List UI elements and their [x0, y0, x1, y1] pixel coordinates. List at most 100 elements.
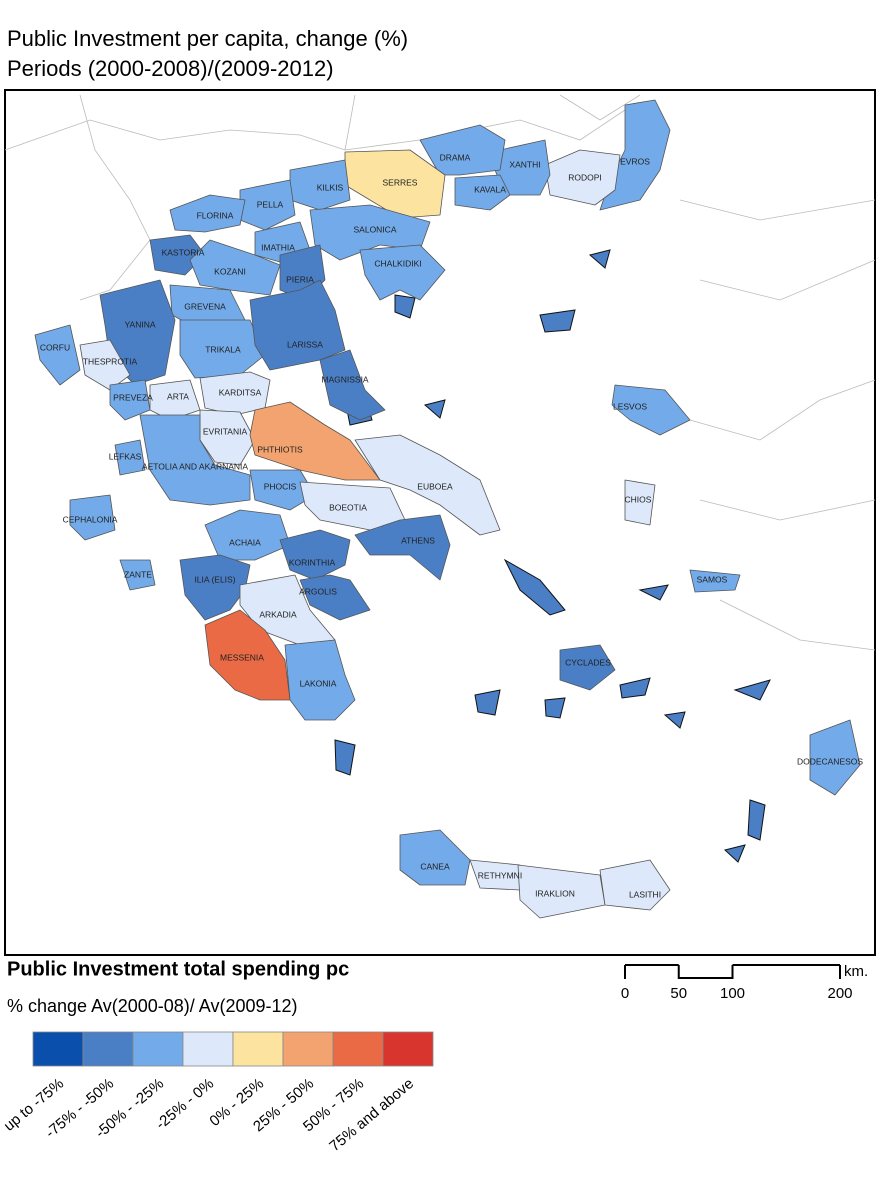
region: [599, 99, 671, 211]
region: [69, 494, 116, 541]
region: [139, 414, 251, 506]
region-label: FLORINA: [197, 210, 234, 220]
region: [517, 864, 606, 919]
region-label: RETHYMNI: [478, 870, 522, 880]
region-label: SERRES: [383, 177, 418, 187]
scale-unit: km.: [844, 963, 868, 980]
region: [354, 434, 501, 536]
region-label: KAVALA: [474, 184, 506, 194]
region: [359, 244, 446, 301]
region-label: SALONICA: [354, 224, 397, 234]
region-label: PHOCIS: [264, 481, 297, 491]
region-label: ARKADIA: [259, 609, 297, 619]
region-label: KOZANI: [214, 266, 246, 276]
region-label: AETOLIA AND AKARNANIA: [142, 461, 248, 471]
region: [559, 644, 616, 691]
legend-swatch: [232, 1031, 284, 1067]
region: [249, 279, 346, 371]
legend-swatch: [332, 1031, 384, 1067]
region: [299, 574, 371, 621]
region-label: CORFU: [40, 342, 70, 352]
regions: EVROS RODOPI XANTHI DRAMA KAVALA SERRES KILKIS…: [34, 99, 863, 919]
region-label: LESVOS: [613, 401, 647, 411]
region-label: IRAKLION: [535, 888, 575, 898]
region-label: XANTHI: [509, 159, 540, 169]
region: [611, 384, 691, 436]
region-label: DRAMA: [440, 152, 471, 162]
region-label: ARGOLIS: [299, 586, 337, 596]
region-label: MAGNISSIA: [321, 374, 369, 384]
region: [284, 639, 356, 721]
region: [319, 349, 386, 421]
title-line: Periods (2000-2008)/(2009-2012): [7, 56, 334, 81]
region-label: CHALKIDIKI: [374, 258, 421, 268]
region-label: LAKONIA: [300, 678, 337, 688]
region-label: KORINTHIA: [289, 557, 336, 567]
region: [544, 149, 621, 206]
region: [114, 439, 146, 476]
region-label: GREVENA: [184, 301, 226, 311]
legend-swatch: [132, 1031, 184, 1067]
scale-label: 200: [827, 985, 852, 1002]
region: [169, 194, 246, 233]
region: [179, 554, 251, 621]
region-label: MESSENIA: [220, 652, 264, 662]
scale-label: 100: [720, 985, 745, 1002]
region: [34, 324, 81, 386]
region-label: LEFKAS: [109, 451, 142, 461]
region: [354, 514, 451, 581]
legend-label: 75% and above: [326, 1075, 417, 1155]
region-label: ACHAIA: [229, 537, 261, 547]
region: [454, 174, 511, 211]
region-label: TRIKALA: [205, 344, 241, 354]
region-label: RODOPI: [568, 172, 602, 182]
region: [79, 339, 131, 391]
region: [689, 569, 741, 593]
scale-label: 50: [670, 985, 687, 1002]
legend-swatch: [182, 1031, 234, 1067]
region-label: KARDITSA: [219, 387, 262, 397]
region-label: LASITHI: [629, 889, 661, 899]
region: [344, 149, 446, 219]
region: [249, 469, 316, 511]
region: [189, 239, 281, 296]
region-label: IMATHIA: [261, 242, 295, 252]
region: [109, 379, 151, 421]
legend-swatch: [282, 1031, 334, 1067]
region-label: ARTA: [167, 391, 189, 401]
region-label: THESPROTIA: [83, 356, 138, 366]
legend-swatch: [32, 1031, 84, 1067]
region-label: ILIA (ELIS): [194, 574, 235, 584]
region-label: KASTORIA: [162, 247, 205, 257]
region: [279, 529, 351, 581]
region-label: CEPHALONIA: [63, 514, 118, 524]
region-label: PREVEZA: [113, 392, 153, 402]
region-label: ZANTE: [124, 569, 152, 579]
region-label: PELLA: [257, 199, 284, 209]
region-label: CYCLADES: [565, 657, 611, 667]
scale-bar: 0 50 100 200 km.: [621, 963, 868, 1002]
region-label: EVRITANIA: [203, 426, 248, 436]
region: [399, 829, 471, 886]
region-label: ATHENS: [401, 535, 435, 545]
legend-swatch: [82, 1031, 134, 1067]
region-label: EUBOEA: [417, 481, 453, 491]
region-label: DODECANESOS: [797, 756, 863, 766]
region-label: YANINA: [124, 319, 155, 329]
scale-label: 0: [621, 985, 629, 1002]
region-label: PIERIA: [286, 274, 314, 284]
region-label: SAMOS: [697, 574, 728, 584]
legend: up to -75%-75% - -50%-50% - -25%-25% - 0…: [1, 1031, 434, 1155]
region-label: BOEOTIA: [329, 502, 367, 512]
region: [249, 401, 381, 481]
region: [809, 719, 861, 796]
region-label: PHTHIOTIS: [257, 444, 303, 454]
region-label: LARISSA: [287, 339, 323, 349]
title-line: Public Investment per capita, change (%): [7, 26, 408, 51]
region: [119, 559, 156, 591]
region-label: CHIOS: [625, 494, 652, 504]
legend-title: Public Investment total spending pc: [7, 958, 349, 980]
region-label: KILKIS: [317, 182, 344, 192]
